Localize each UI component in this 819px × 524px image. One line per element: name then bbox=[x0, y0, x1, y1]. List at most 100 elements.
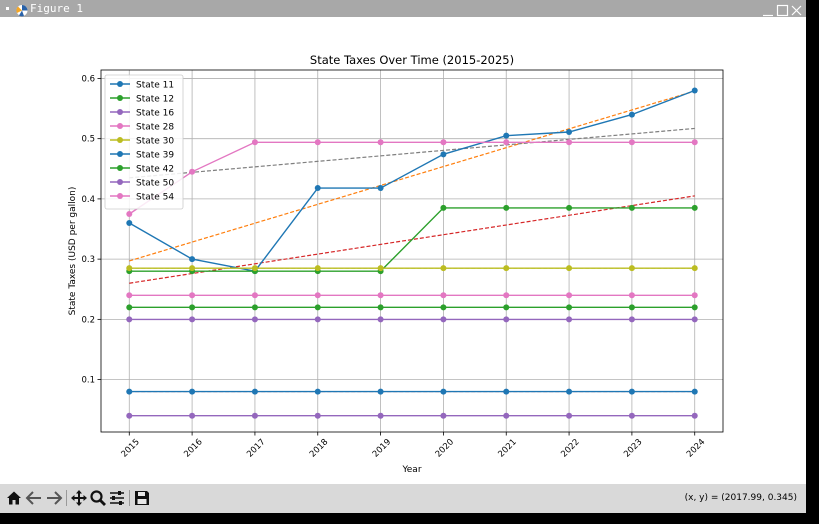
window-menu-icon[interactable] bbox=[6, 7, 9, 10]
x-tick-label: 2017 bbox=[245, 437, 267, 459]
data-point bbox=[440, 412, 447, 419]
pan-button[interactable] bbox=[70, 489, 88, 507]
data-point bbox=[566, 388, 573, 395]
forward-button[interactable] bbox=[45, 489, 63, 507]
chart-title: State Taxes Over Time (2015-2025) bbox=[310, 53, 514, 67]
y-tick-label: 0.2 bbox=[81, 315, 95, 325]
data-point bbox=[314, 185, 321, 192]
trend-line bbox=[129, 195, 695, 284]
legend-label: State 30 bbox=[136, 137, 174, 147]
data-point bbox=[628, 304, 635, 311]
data-point bbox=[189, 265, 196, 272]
legend-label: State 11 bbox=[136, 81, 174, 91]
data-point bbox=[566, 412, 573, 419]
legend-label: State 12 bbox=[136, 95, 174, 105]
save-button[interactable] bbox=[133, 489, 151, 507]
legend-label: State 16 bbox=[136, 109, 174, 119]
data-point bbox=[126, 292, 133, 299]
data-point bbox=[189, 412, 196, 419]
close-icon[interactable] bbox=[790, 2, 803, 16]
data-point bbox=[189, 388, 196, 395]
data-point bbox=[628, 111, 635, 118]
data-point bbox=[691, 87, 698, 94]
data-point bbox=[691, 388, 698, 395]
data-point bbox=[566, 292, 573, 299]
x-tick-label: 2024 bbox=[685, 437, 707, 459]
legend-label: State 50 bbox=[136, 179, 174, 189]
legend-marker bbox=[117, 109, 123, 115]
legend-label: State 54 bbox=[136, 193, 174, 203]
data-point bbox=[503, 204, 510, 211]
data-point bbox=[377, 265, 384, 272]
data-point bbox=[691, 316, 698, 323]
sliders-icon bbox=[110, 491, 124, 505]
zoom-button[interactable] bbox=[89, 489, 107, 507]
data-point bbox=[314, 388, 321, 395]
y-tick-label: 0.6 bbox=[81, 74, 95, 84]
data-point bbox=[251, 412, 258, 419]
data-point bbox=[377, 139, 384, 146]
data-point bbox=[314, 265, 321, 272]
data-point bbox=[126, 412, 133, 419]
x-tick-label: 2022 bbox=[559, 437, 581, 459]
legend-marker bbox=[117, 151, 123, 157]
data-point bbox=[377, 316, 384, 323]
toolbar-separator bbox=[129, 490, 130, 506]
title-bar[interactable]: Figure 1 bbox=[0, 0, 806, 17]
data-point bbox=[566, 139, 573, 146]
data-point bbox=[503, 265, 510, 272]
data-point bbox=[691, 304, 698, 311]
data-point bbox=[440, 204, 447, 211]
minimize-icon[interactable] bbox=[762, 2, 775, 17]
data-point bbox=[628, 292, 635, 299]
x-tick-label: 2018 bbox=[308, 437, 330, 459]
data-point bbox=[126, 219, 133, 226]
data-point bbox=[377, 304, 384, 311]
x-tick-label: 2019 bbox=[371, 437, 393, 459]
configure-button[interactable] bbox=[108, 489, 126, 507]
home-icon bbox=[7, 491, 21, 505]
data-point bbox=[126, 316, 133, 323]
data-point bbox=[440, 388, 447, 395]
data-point bbox=[691, 204, 698, 211]
legend-marker bbox=[117, 123, 123, 129]
data-point bbox=[503, 316, 510, 323]
data-point bbox=[440, 265, 447, 272]
data-point bbox=[377, 185, 384, 192]
trend-line bbox=[129, 127, 695, 179]
data-point bbox=[126, 265, 133, 272]
data-point bbox=[126, 210, 133, 217]
data-point bbox=[377, 292, 384, 299]
data-point bbox=[628, 388, 635, 395]
plot-frame bbox=[100, 69, 724, 433]
legend-marker bbox=[117, 137, 123, 143]
data-point bbox=[377, 388, 384, 395]
x-tick-label: 2016 bbox=[182, 437, 204, 459]
data-point bbox=[251, 304, 258, 311]
data-point bbox=[189, 304, 196, 311]
data-point bbox=[566, 316, 573, 323]
data-point bbox=[566, 204, 573, 211]
window-title: Figure 1 bbox=[30, 2, 83, 15]
back-button[interactable] bbox=[25, 489, 43, 507]
legend-label: State 39 bbox=[136, 151, 174, 161]
data-point bbox=[691, 292, 698, 299]
y-tick-label: 0.1 bbox=[81, 376, 95, 386]
plot-canvas[interactable]: State Taxes Over Time (2015-2025) 2015 201… bbox=[0, 17, 806, 484]
data-point bbox=[628, 139, 635, 146]
legend-box bbox=[104, 74, 184, 210]
x-tick-label: 2020 bbox=[434, 437, 456, 459]
x-tick-label: 2021 bbox=[496, 437, 518, 459]
home-button[interactable] bbox=[5, 489, 23, 507]
data-point bbox=[251, 292, 258, 299]
data-point bbox=[503, 412, 510, 419]
figure-window: Figure 1 State Taxes Over Time (2015-202… bbox=[0, 0, 806, 513]
maximize-icon[interactable] bbox=[776, 2, 789, 17]
data-point bbox=[126, 304, 133, 311]
data-point bbox=[377, 412, 384, 419]
series-line bbox=[128, 89, 695, 272]
toolbar-separator bbox=[66, 490, 67, 506]
data-point bbox=[503, 139, 510, 146]
navigation-toolbar: (x, y) = (2017.99, 0.345) bbox=[0, 484, 806, 513]
data-point bbox=[440, 304, 447, 311]
